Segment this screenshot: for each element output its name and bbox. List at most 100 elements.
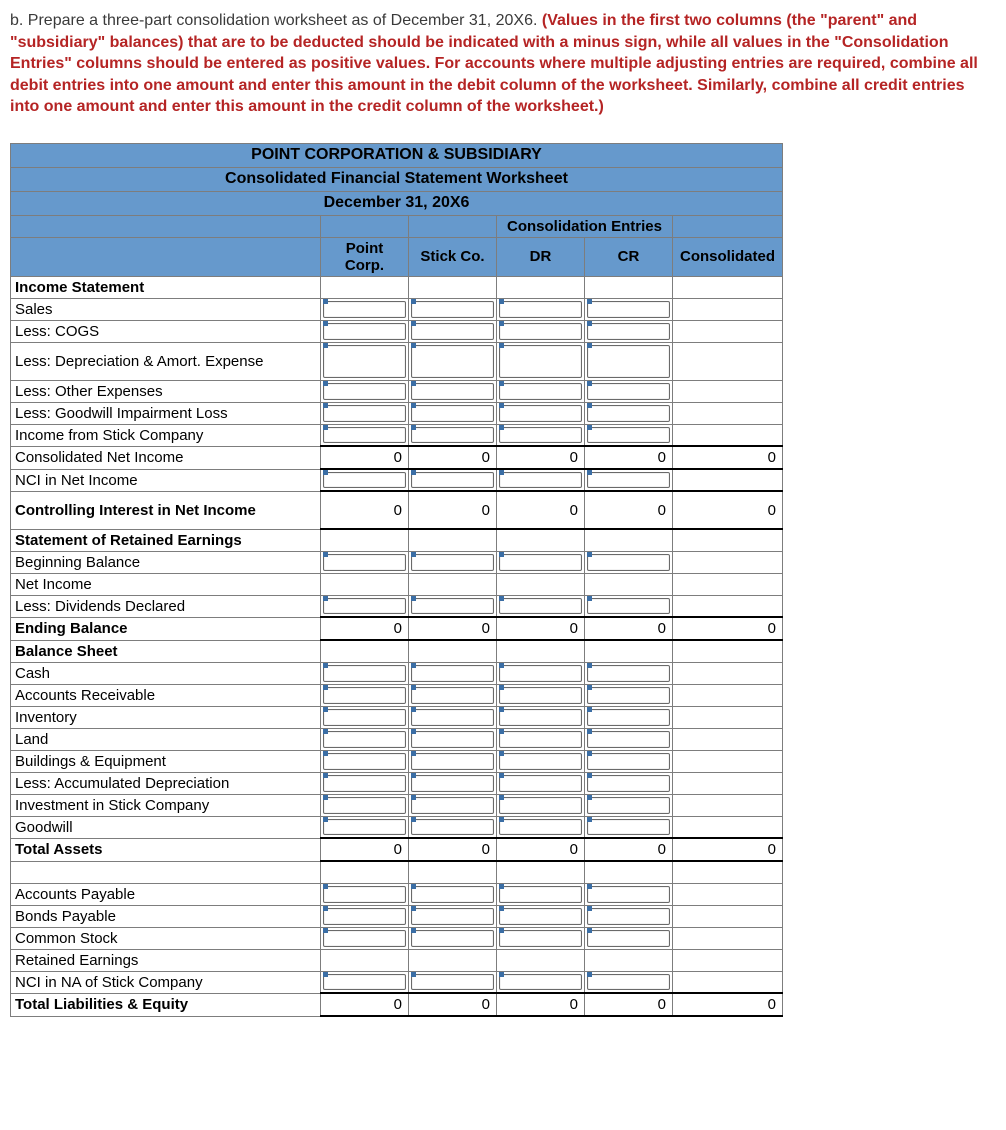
row-beg-bal: Beginning Balance bbox=[11, 551, 321, 573]
input-begbal-dr[interactable] bbox=[499, 554, 582, 571]
input-invstick-stick[interactable] bbox=[411, 797, 494, 814]
calc-consni-cons: 0 bbox=[673, 446, 783, 469]
input-ap-dr[interactable] bbox=[499, 886, 582, 903]
input-incstick-point[interactable] bbox=[323, 427, 406, 444]
row-ar: Accounts Receivable bbox=[11, 684, 321, 706]
input-inv-dr[interactable] bbox=[499, 709, 582, 726]
input-ncini-cr[interactable] bbox=[587, 472, 670, 488]
row-invstick: Investment in Stick Company bbox=[11, 794, 321, 816]
input-gwimp-stick[interactable] bbox=[411, 405, 494, 422]
input-dep-stick[interactable] bbox=[411, 345, 494, 378]
input-bldg-point[interactable] bbox=[323, 753, 406, 770]
input-accdep-cr[interactable] bbox=[587, 775, 670, 792]
input-ap-cr[interactable] bbox=[587, 886, 670, 903]
row-income-stmt: Income Statement bbox=[11, 276, 321, 298]
row-nci-na: NCI in NA of Stick Company bbox=[11, 971, 321, 993]
input-ncini-point[interactable] bbox=[323, 472, 406, 488]
input-sales-dr[interactable] bbox=[499, 301, 582, 318]
input-land-point[interactable] bbox=[323, 731, 406, 748]
title-2: Consolidated Financial Statement Workshe… bbox=[11, 167, 783, 191]
input-ar-cr[interactable] bbox=[587, 687, 670, 704]
input-cogs-point[interactable] bbox=[323, 323, 406, 340]
input-ncina-stick[interactable] bbox=[411, 974, 494, 991]
input-land-stick[interactable] bbox=[411, 731, 494, 748]
input-other-cr[interactable] bbox=[587, 383, 670, 400]
input-incstick-stick[interactable] bbox=[411, 427, 494, 444]
row-ctrl-ni: Controlling Interest in Net Income bbox=[11, 491, 321, 529]
input-sales-cr[interactable] bbox=[587, 301, 670, 318]
input-ap-point[interactable] bbox=[323, 886, 406, 903]
row-cons-ni: Consolidated Net Income bbox=[11, 446, 321, 469]
input-cs-stick[interactable] bbox=[411, 930, 494, 947]
input-invstick-dr[interactable] bbox=[499, 797, 582, 814]
calc-tle-dr: 0 bbox=[497, 993, 585, 1016]
input-accdep-point[interactable] bbox=[323, 775, 406, 792]
input-ar-dr[interactable] bbox=[499, 687, 582, 704]
input-sales-stick[interactable] bbox=[411, 301, 494, 318]
input-dep-point[interactable] bbox=[323, 345, 406, 378]
input-invstick-cr[interactable] bbox=[587, 797, 670, 814]
input-ncina-dr[interactable] bbox=[499, 974, 582, 991]
input-dep-dr[interactable] bbox=[499, 345, 582, 378]
input-begbal-cr[interactable] bbox=[587, 554, 670, 571]
input-div-cr[interactable] bbox=[587, 598, 670, 615]
input-goodwill-stick[interactable] bbox=[411, 819, 494, 836]
input-incstick-dr[interactable] bbox=[499, 427, 582, 444]
input-div-stick[interactable] bbox=[411, 598, 494, 615]
input-cs-cr[interactable] bbox=[587, 930, 670, 947]
input-div-dr[interactable] bbox=[499, 598, 582, 615]
input-ncini-stick[interactable] bbox=[411, 472, 494, 488]
input-other-stick[interactable] bbox=[411, 383, 494, 400]
calc-ta-stick: 0 bbox=[409, 838, 497, 861]
input-cogs-stick[interactable] bbox=[411, 323, 494, 340]
input-ncina-point[interactable] bbox=[323, 974, 406, 991]
input-other-point[interactable] bbox=[323, 383, 406, 400]
input-gwimp-cr[interactable] bbox=[587, 405, 670, 422]
input-bp-point[interactable] bbox=[323, 908, 406, 925]
input-cash-cr[interactable] bbox=[587, 665, 670, 682]
input-bldg-dr[interactable] bbox=[499, 753, 582, 770]
title-3: December 31, 20X6 bbox=[11, 191, 783, 215]
input-goodwill-cr[interactable] bbox=[587, 819, 670, 836]
input-cash-point[interactable] bbox=[323, 665, 406, 682]
input-ar-stick[interactable] bbox=[411, 687, 494, 704]
input-land-dr[interactable] bbox=[499, 731, 582, 748]
input-goodwill-dr[interactable] bbox=[499, 819, 582, 836]
input-ap-stick[interactable] bbox=[411, 886, 494, 903]
input-bp-stick[interactable] bbox=[411, 908, 494, 925]
calc-ctrlni-cr: 0 bbox=[585, 491, 673, 529]
input-dep-cr[interactable] bbox=[587, 345, 670, 378]
input-inv-point[interactable] bbox=[323, 709, 406, 726]
input-bp-cr[interactable] bbox=[587, 908, 670, 925]
row-re: Retained Earnings bbox=[11, 949, 321, 971]
instruction-lead: b. Prepare a three-part consolidation wo… bbox=[10, 12, 542, 29]
input-begbal-stick[interactable] bbox=[411, 554, 494, 571]
input-other-dr[interactable] bbox=[499, 383, 582, 400]
input-invstick-point[interactable] bbox=[323, 797, 406, 814]
input-ar-point[interactable] bbox=[323, 687, 406, 704]
input-bldg-stick[interactable] bbox=[411, 753, 494, 770]
input-accdep-dr[interactable] bbox=[499, 775, 582, 792]
input-begbal-point[interactable] bbox=[323, 554, 406, 571]
input-goodwill-point[interactable] bbox=[323, 819, 406, 836]
input-cs-point[interactable] bbox=[323, 930, 406, 947]
input-incstick-cr[interactable] bbox=[587, 427, 670, 444]
calc-consni-cr: 0 bbox=[585, 446, 673, 469]
input-div-point[interactable] bbox=[323, 598, 406, 615]
input-accdep-stick[interactable] bbox=[411, 775, 494, 792]
input-sales-point[interactable] bbox=[323, 301, 406, 318]
input-cs-dr[interactable] bbox=[499, 930, 582, 947]
input-gwimp-dr[interactable] bbox=[499, 405, 582, 422]
input-bp-dr[interactable] bbox=[499, 908, 582, 925]
input-inv-stick[interactable] bbox=[411, 709, 494, 726]
input-cogs-cr[interactable] bbox=[587, 323, 670, 340]
input-cogs-dr[interactable] bbox=[499, 323, 582, 340]
input-ncini-dr[interactable] bbox=[499, 472, 582, 488]
input-ncina-cr[interactable] bbox=[587, 974, 670, 991]
input-cash-stick[interactable] bbox=[411, 665, 494, 682]
input-cash-dr[interactable] bbox=[499, 665, 582, 682]
input-land-cr[interactable] bbox=[587, 731, 670, 748]
input-inv-cr[interactable] bbox=[587, 709, 670, 726]
input-gwimp-point[interactable] bbox=[323, 405, 406, 422]
input-bldg-cr[interactable] bbox=[587, 753, 670, 770]
